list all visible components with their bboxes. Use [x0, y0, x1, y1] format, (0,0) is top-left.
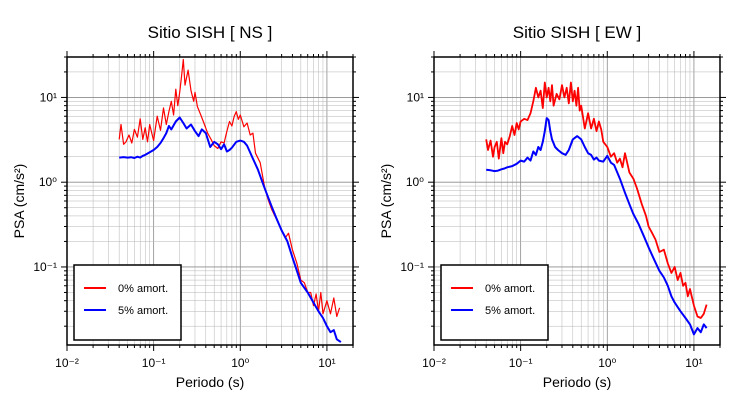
legend-label: 0% amort. [118, 283, 168, 295]
chart-title: Sitio SISH [ EW ] [513, 23, 641, 42]
y-tick-label: 10¹ [40, 90, 57, 104]
chart-panel-1: 10⁻² 10⁻¹ 10⁰ 10¹ 10⁻¹ 10⁰ 10¹ Sitio SISH [ NS … [11, 23, 359, 390]
legend-box [440, 264, 549, 341]
legend: 0% amort. 5% amort. [73, 264, 182, 341]
x-tick-label: 10¹ [318, 356, 335, 370]
x-tick-label: 10⁻² [55, 356, 79, 370]
y-tick-label: 10¹ [407, 90, 424, 104]
x-tick-label: 10⁰ [598, 356, 616, 370]
y-tick-label: 10⁻¹ [400, 260, 424, 274]
series-line-blue [119, 116, 342, 343]
y-tick-label: 10⁰ [39, 175, 57, 189]
series-line-red [118, 58, 341, 318]
series-line-blue [486, 117, 708, 336]
x-axis-label: Periodo (s) [176, 374, 244, 390]
y-tick-label: 10⁻¹ [33, 260, 57, 274]
legend-box [73, 264, 182, 341]
y-tick-label: 10⁰ [406, 175, 424, 189]
y-axis-label: PSA (cm/s²) [378, 164, 394, 239]
x-axis-label: Periodo (s) [543, 374, 611, 390]
x-tick-label: 10⁰ [231, 356, 249, 370]
chart-panel-2: 10⁻² 10⁻¹ 10⁰ 10¹ 10⁻¹ 10⁰ 10¹ Sitio SISH [ EW … [378, 23, 726, 390]
chart-title: Sitio SISH [ NS ] [148, 23, 273, 42]
legend-label: 5% amort. [485, 305, 535, 317]
plot-frame [66, 56, 354, 346]
legend: 0% amort. 5% amort. [440, 264, 549, 341]
legend-label: 0% amort. [485, 283, 535, 295]
legend-label: 5% amort. [118, 305, 168, 317]
x-tick-label: 10⁻² [422, 356, 446, 370]
plot-frame [433, 56, 721, 346]
y-axis-label: PSA (cm/s²) [11, 164, 27, 239]
x-tick-label: 10⁻¹ [509, 356, 533, 370]
grid [66, 56, 354, 345]
series-line-red [485, 81, 708, 319]
x-tick-label: 10¹ [685, 356, 702, 370]
x-tick-label: 10⁻¹ [142, 356, 166, 370]
